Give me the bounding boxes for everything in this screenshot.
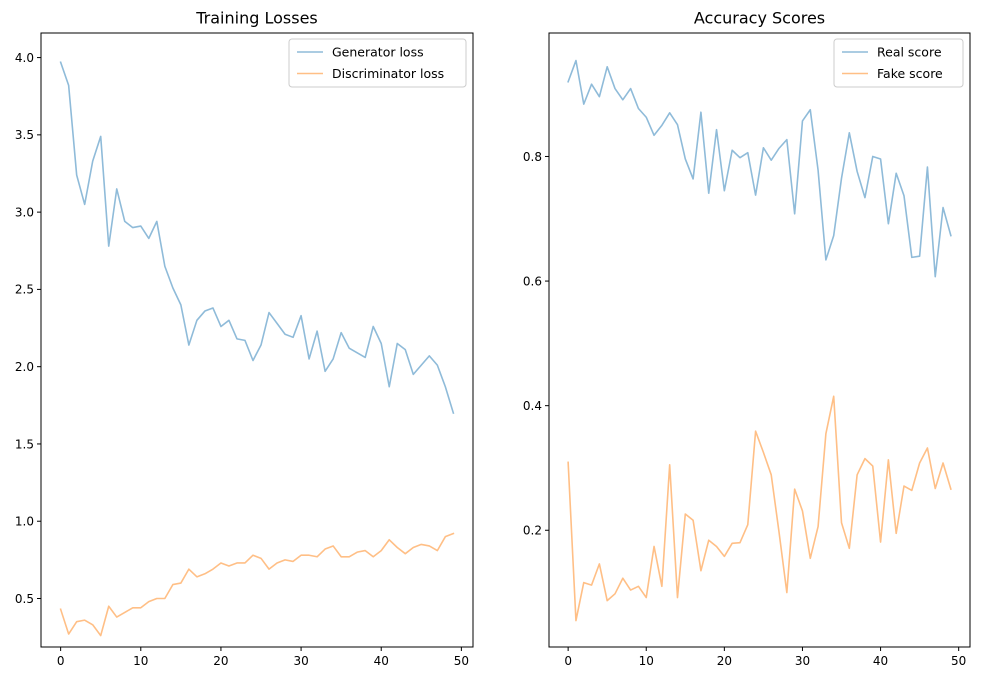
accuracy-scores-xtick-label: 20 [717, 654, 732, 668]
accuracy-scores-lines [567, 59, 952, 622]
training-losses-xtick-label: 30 [293, 654, 308, 668]
training-losses-xtick-label: 50 [454, 654, 469, 668]
training-losses-legend-label-discriminator-loss: Discriminator loss [332, 66, 444, 81]
training-losses-xtick-label: 0 [57, 654, 65, 668]
training-losses-ytick-label: 0.5 [15, 592, 34, 606]
training-losses-title: Training Losses [195, 9, 318, 28]
accuracy-scores-xtick-label: 30 [795, 654, 810, 668]
accuracy-scores-panel: Accuracy Scores 0 10 20 30 40 500.20.40.60.8 … [523, 9, 971, 668]
training-losses-panel: Training Losses 0 10 20 30 40 50 0.5 1.0 1.5 2.0 2… [15, 9, 474, 668]
accuracy-scores-ytick-label: 0.4 [523, 399, 542, 413]
training-losses-ytick-label: 1.0 [15, 515, 34, 529]
accuracy-scores-title: Accuracy Scores [694, 9, 825, 28]
training-losses-discriminator-loss-line [59, 532, 455, 637]
accuracy-scores-legend-label-fake-score: Fake score [877, 66, 943, 81]
training-losses-xtick-label: 40 [374, 654, 389, 668]
accuracy-scores-fake-score-line [567, 395, 952, 622]
training-losses-legend-label-generator-loss: Generator loss [332, 45, 424, 60]
training-losses-ytick-label: 4.0 [15, 51, 34, 65]
training-losses-legend: Generator loss Discriminator loss [288, 38, 467, 88]
accuracy-scores-ytick-label: 0.6 [523, 274, 542, 288]
accuracy-scores-legend-box [833, 38, 964, 88]
accuracy-scores-legend-label-real-score: Real score [877, 45, 942, 60]
training-losses-legend-box [288, 38, 467, 88]
training-losses-generator-loss-line [59, 61, 455, 415]
accuracy-scores-xtick-label: 40 [873, 654, 888, 668]
training-losses-ytick-label: 3.5 [15, 128, 34, 142]
accuracy-scores-xtick-label: 10 [639, 654, 654, 668]
training-losses-lines [59, 61, 455, 637]
accuracy-scores-real-score-line [567, 59, 952, 278]
accuracy-scores-xtick-label: 50 [951, 654, 966, 668]
accuracy-scores-axes-frame [548, 32, 971, 648]
training-losses-ytick-label: 2.5 [15, 283, 34, 297]
training-losses-xtick-label: 10 [133, 654, 148, 668]
accuracy-scores-ytick-label: 0.8 [523, 150, 542, 164]
training-losses-ytick-label: 1.5 [15, 437, 34, 451]
training-losses-ticks: 0 10 20 30 40 50 0.5 1.0 1.5 2.0 2.5 3.0 3.5 4.0 [15, 51, 469, 668]
training-losses-ytick-label: 2.0 [15, 360, 34, 374]
training-losses-ytick-label: 3.0 [15, 205, 34, 219]
training-losses-xtick-label: 20 [213, 654, 228, 668]
accuracy-scores-legend: Real score Fake score [833, 38, 964, 88]
training-losses-axes-frame [40, 32, 474, 648]
accuracy-scores-ticks: 0 10 20 30 40 50 0.2 0.4 0.6 0.8 [523, 150, 966, 668]
accuracy-scores-ytick-label: 0.2 [523, 524, 542, 538]
accuracy-scores-xtick-label: 0 [564, 654, 572, 668]
